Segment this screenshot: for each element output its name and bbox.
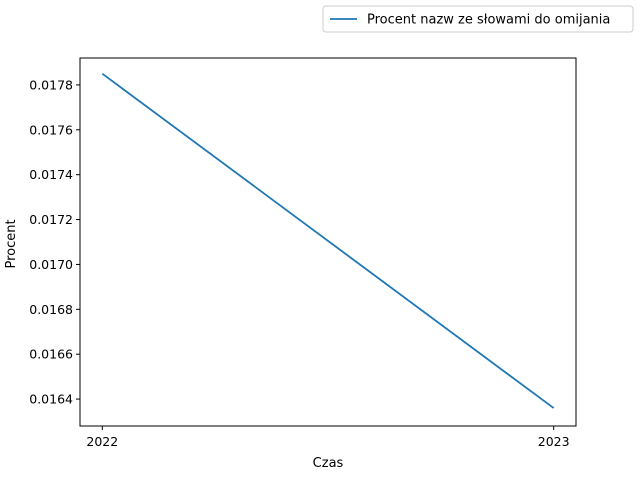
y-axis: 0.0164 0.0166 0.0168 0.0170 0.0172 0.0174 0.01… <box>29 77 80 407</box>
y-tick-label: 0.0168 <box>29 302 73 317</box>
series-layer <box>101 72 555 409</box>
y-tick-label: 0.0178 <box>29 77 73 92</box>
legend: Procent nazw ze słowami do omijania <box>322 5 634 33</box>
x-axis: 2022 2023 <box>86 426 570 449</box>
plot-area <box>79 57 577 427</box>
legend-label: Procent nazw ze słowami do omijania <box>367 13 610 28</box>
series-line <box>101 72 555 409</box>
y-tick-label: 0.0174 <box>29 167 73 182</box>
y-tick-label: 0.0166 <box>29 347 73 362</box>
x-axis-title: Czas <box>313 456 344 471</box>
legend-box <box>322 5 634 33</box>
y-tick-label: 0.0164 <box>29 392 73 407</box>
y-axis-title: Procent <box>4 219 19 268</box>
x-tick-label: 2022 <box>86 434 118 449</box>
y-tick-label: 0.0172 <box>29 212 73 227</box>
y-tick-label: 0.0170 <box>29 257 73 272</box>
x-tick-label: 2023 <box>538 434 570 449</box>
y-tick-label: 0.0176 <box>29 122 73 137</box>
